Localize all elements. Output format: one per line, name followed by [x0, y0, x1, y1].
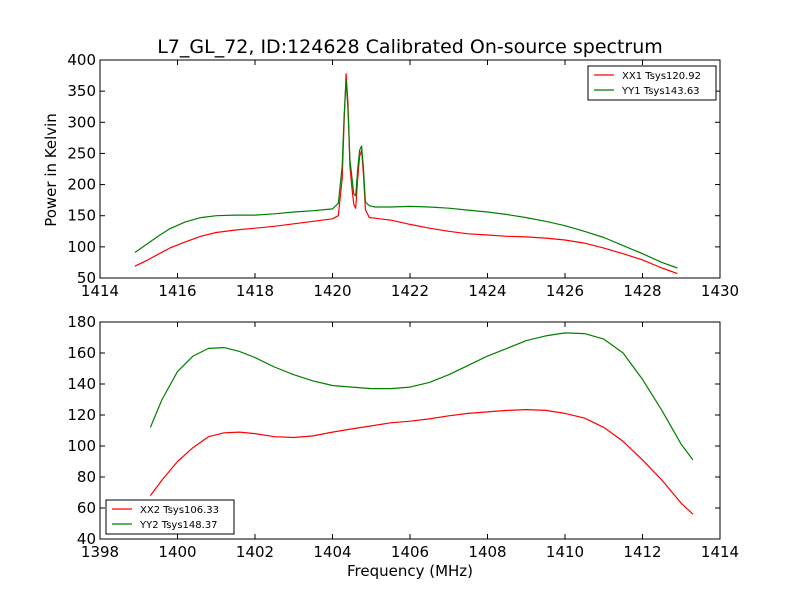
bottom-plot: 1398 1400 1402 1404 1406 1408 1410 1412 1414 40 60…	[67, 313, 739, 561]
chart-title: L7_GL_72, ID:124628 Calibrated On-source…	[157, 36, 663, 58]
y-axis-label: Power in Kelvin	[42, 113, 60, 227]
y-tick-label: 120	[67, 406, 96, 424]
y-tick-label: 100	[67, 437, 96, 455]
x-tick-label: 1404	[313, 543, 351, 561]
x-tick-label: 1408	[468, 543, 506, 561]
x-tick-label: 1412	[623, 543, 661, 561]
x-tick-label: 1398	[81, 543, 119, 561]
legend: XX1 Tsys120.92 YY1 Tsys143.63	[587, 65, 717, 101]
x-tick-label: 1418	[236, 282, 274, 300]
x-tick-label: 1414	[81, 282, 119, 300]
y-tick-label: 200	[67, 176, 96, 194]
x-tick-label: 1424	[468, 282, 506, 300]
y-tick-label: 40	[77, 530, 96, 548]
y-tick-label: 350	[67, 82, 96, 100]
x-tick-label: 1422	[391, 282, 429, 300]
x-tick-label: 1420	[313, 282, 351, 300]
y-tick-label: 80	[77, 468, 96, 486]
x-axis-label: Frequency (MHz)	[347, 562, 473, 580]
x-tick-label: 1428	[623, 282, 661, 300]
y-tick-label: 60	[77, 499, 96, 517]
x-tick-label: 1416	[158, 282, 196, 300]
y-tick-label: 180	[67, 313, 96, 331]
y-tick-label: 160	[67, 344, 96, 362]
x-tick-label: 1414	[701, 543, 739, 561]
y-tick-label: 400	[67, 51, 96, 69]
legend-entry: YY2 Tsys148.37	[139, 520, 218, 531]
legend: XX2 Tsys106.33 YY2 Tsys148.37	[105, 499, 235, 535]
x-tick-label: 1400	[158, 543, 196, 561]
legend-box	[587, 65, 717, 101]
series-line-1	[149, 409, 694, 515]
x-tick-label: 1410	[546, 543, 584, 561]
series-line-2	[149, 332, 694, 461]
series-line-2	[134, 79, 678, 269]
legend-entry: YY1 Tsys143.63	[621, 86, 700, 97]
legend-entry: XX1 Tsys120.92	[622, 71, 701, 82]
y-tick-label: 50	[77, 269, 96, 287]
y-tick-label: 250	[67, 144, 96, 162]
top-plot: 1414 1416 1418 1420 1422 1424 1426 1428 1430 50 10…	[67, 51, 739, 300]
x-tick-label: 1406	[391, 543, 429, 561]
y-tick-label: 150	[67, 207, 96, 225]
series-line-1	[134, 73, 678, 275]
legend-entry: XX2 Tsys106.33	[140, 505, 219, 516]
legend-box	[105, 499, 235, 535]
y-tick-label: 300	[67, 113, 96, 131]
x-tick-label: 1430	[701, 282, 739, 300]
y-tick-label: 140	[67, 375, 96, 393]
y-tick-label: 100	[67, 238, 96, 256]
x-tick-label: 1426	[546, 282, 584, 300]
x-tick-label: 1402	[236, 543, 274, 561]
